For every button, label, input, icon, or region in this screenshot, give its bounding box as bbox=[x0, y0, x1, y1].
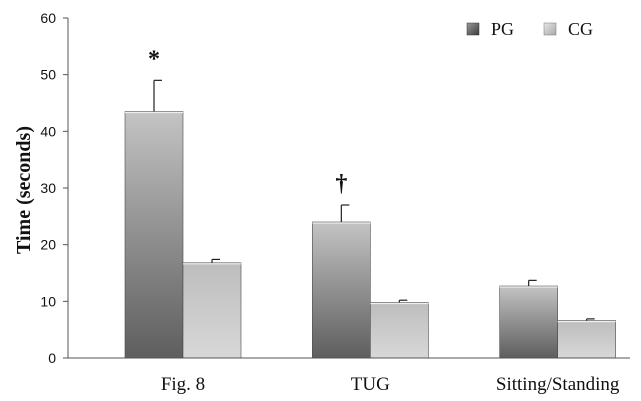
significance-marker: * bbox=[148, 46, 160, 72]
bar-pg-1 bbox=[312, 221, 371, 359]
y-tick-label: 50 bbox=[40, 67, 56, 83]
y-tick-label: 10 bbox=[40, 293, 56, 309]
legend-swatch-pg bbox=[466, 22, 480, 36]
y-tick-label: 30 bbox=[40, 180, 56, 196]
bar-pg-2 bbox=[499, 285, 558, 359]
category-label: Fig. 8 bbox=[161, 374, 205, 395]
category-label: TUG bbox=[351, 374, 390, 395]
bar-cg-2 bbox=[557, 320, 616, 359]
y-tick-label: 20 bbox=[40, 237, 56, 253]
legend-swatch-cg bbox=[543, 22, 557, 36]
y-tick-label: 40 bbox=[40, 123, 56, 139]
bars bbox=[124, 111, 616, 359]
bar-pg-0 bbox=[124, 111, 184, 359]
legend-label-pg: PG bbox=[491, 19, 514, 39]
y-tick-label: 60 bbox=[40, 10, 56, 26]
category-label: Sitting/Standing bbox=[496, 374, 620, 395]
x-axis-labels: Fig. 8 TUG Sitting/Standing bbox=[161, 374, 620, 395]
legend: PG CG bbox=[466, 19, 593, 39]
legend-label-cg: CG bbox=[568, 19, 593, 39]
annotations: *† bbox=[148, 46, 347, 197]
y-axis-label: Time (seconds) bbox=[13, 126, 35, 254]
y-tick-label: 0 bbox=[48, 350, 56, 366]
significance-marker: † bbox=[335, 171, 347, 197]
y-axis-ticks: 0 10 20 30 40 50 60 bbox=[40, 10, 68, 366]
bar-cg-0 bbox=[182, 262, 242, 359]
error-bars bbox=[153, 79, 595, 321]
bar-cg-1 bbox=[370, 302, 429, 359]
